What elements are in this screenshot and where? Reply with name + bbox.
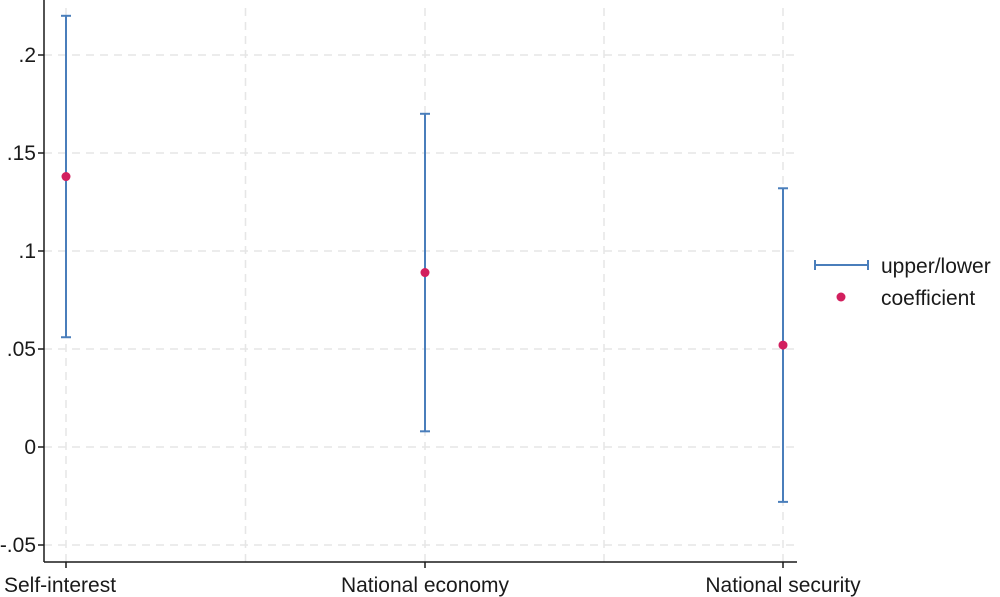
y-tick-label: -.05 xyxy=(0,534,36,557)
coefficient-point-national-security xyxy=(778,340,788,350)
y-tick-label: .05 xyxy=(7,338,36,361)
legend: upper/lower coefficient xyxy=(814,255,991,310)
x-tick-label: National economy xyxy=(341,574,510,597)
x-tick-label: National security xyxy=(705,574,861,597)
legend-label-upper-lower: upper/lower xyxy=(881,255,991,278)
coefficient-point-self-interest xyxy=(61,172,71,182)
data-marks xyxy=(61,14,788,503)
coefficient-point-national-economy xyxy=(420,268,430,278)
y-tick-label: .15 xyxy=(7,142,36,165)
y-tick-label: 0 xyxy=(24,436,36,459)
y-tick-label: .2 xyxy=(18,44,36,67)
tick-labels: -.05 0 .05 .1 .15 .2 Self-interest National eco… xyxy=(0,44,861,597)
grid-lines xyxy=(44,8,797,562)
y-tick-label: .1 xyxy=(18,240,36,263)
legend-point-swatch xyxy=(836,292,846,302)
legend-label-coefficient: coefficient xyxy=(881,287,975,310)
x-tick-label: Self-interest xyxy=(4,574,116,597)
axes xyxy=(38,0,797,568)
